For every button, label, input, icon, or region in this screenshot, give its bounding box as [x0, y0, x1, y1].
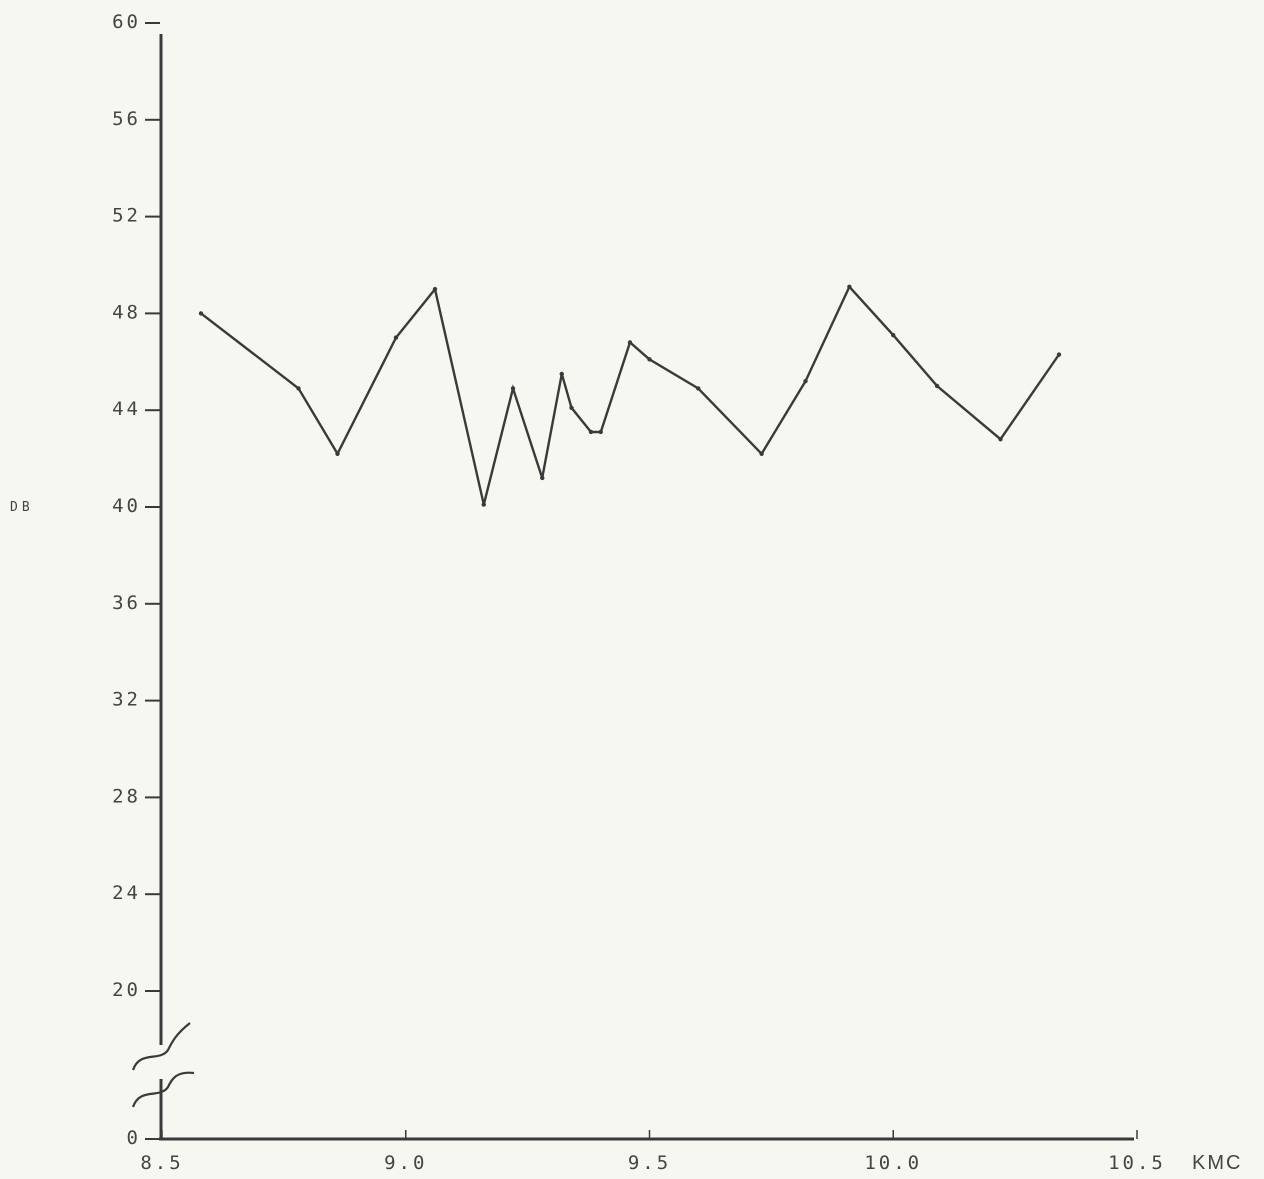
x-tick-label: 10.5 — [1108, 1152, 1166, 1174]
y-tick-label: 44 — [112, 398, 141, 420]
data-point — [296, 386, 301, 391]
x-tick-label: 10.0 — [864, 1152, 922, 1174]
data-point — [934, 383, 940, 389]
x-axis-ticks: 8.5 9.0 9.5 10.0 10.5 — [140, 1130, 1166, 1174]
data-point — [627, 340, 633, 345]
y-tick-label: 0 — [127, 1127, 141, 1149]
y-tick-label: 52 — [112, 205, 141, 227]
y-tick-label: 20 — [112, 979, 141, 1001]
y-tick-label: 28 — [112, 785, 141, 807]
y-axis-title: DB — [10, 500, 34, 515]
x-tick-label: 8.5 — [140, 1152, 183, 1174]
data-point — [481, 502, 486, 507]
y-tick-label: 32 — [112, 689, 141, 711]
data-points — [198, 284, 1062, 507]
x-tick-label: 9.5 — [628, 1152, 671, 1174]
x-axis-unit-label: KMC — [1192, 1152, 1242, 1174]
data-series — [200, 284, 1060, 505]
data-point — [540, 475, 545, 481]
data-point — [759, 451, 764, 456]
data-point — [393, 335, 399, 340]
axis-break-gap — [150, 1045, 174, 1079]
y-tick-label: 48 — [112, 301, 141, 323]
y-axis-ticks: 0 20 24 28 32 36 40 44 48 52 56 60 — [112, 11, 160, 1149]
data-point — [647, 357, 652, 362]
data-point — [569, 405, 574, 410]
data-point — [891, 332, 896, 338]
y-tick-label: 60 — [112, 11, 141, 33]
data-point — [998, 437, 1003, 442]
data-point — [559, 371, 564, 377]
y-tick-label: 36 — [112, 592, 141, 614]
data-point — [335, 451, 340, 456]
x-tick-label: 9.0 — [384, 1152, 427, 1174]
data-point — [1056, 352, 1062, 357]
data-point — [510, 386, 516, 391]
y-tick-label: 24 — [112, 882, 141, 904]
axis-break-mark-lower — [131, 1071, 195, 1108]
data-point — [432, 287, 438, 292]
data-point — [803, 378, 808, 384]
y-tick-label: 56 — [112, 108, 141, 130]
series-line — [200, 284, 1060, 505]
data-point — [847, 284, 852, 289]
data-point — [696, 386, 701, 391]
data-point — [588, 429, 594, 435]
data-point — [598, 429, 603, 435]
axis-break-mark-upper — [131, 1022, 191, 1071]
data-point — [198, 311, 204, 316]
y-tick-label: 40 — [112, 495, 141, 517]
